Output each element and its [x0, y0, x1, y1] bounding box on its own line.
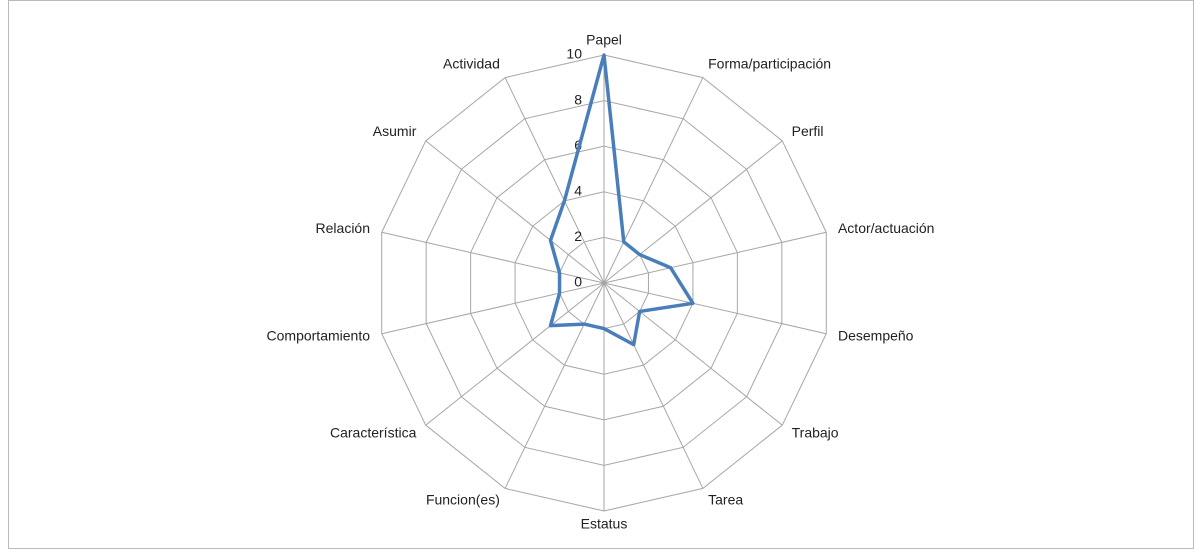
spoke	[603, 282, 783, 426]
spoke	[603, 282, 827, 335]
category-label: Relación	[316, 220, 370, 236]
tick-label: 0	[574, 274, 582, 290]
category-label: Estatus	[581, 516, 628, 532]
tick-label: 4	[574, 183, 582, 199]
series-line	[548, 53, 695, 347]
chart-border	[8, 0, 1194, 549]
category-label: Asumir	[373, 123, 417, 139]
spoke	[425, 282, 605, 426]
spoke	[381, 282, 605, 335]
category-label: Forma/participación	[708, 56, 831, 72]
category-label: Desempeño	[838, 328, 914, 344]
category-label: Papel	[586, 32, 622, 48]
category-label: Comportamiento	[267, 328, 371, 344]
tick-label: 8	[574, 91, 582, 107]
tick-label: 2	[574, 228, 582, 244]
category-label: Actividad	[443, 56, 500, 72]
spoke	[603, 231, 827, 284]
category-label: Tarea	[708, 492, 743, 508]
spoke	[381, 231, 605, 284]
category-label: Funcion(es)	[426, 492, 500, 508]
spoke	[504, 77, 605, 284]
spoke	[425, 140, 605, 284]
spoke	[603, 282, 704, 489]
spoke	[603, 140, 783, 284]
category-label: Actor/actuación	[838, 220, 935, 236]
category-label: Característica	[330, 425, 417, 441]
spoke	[504, 282, 605, 489]
spoke	[603, 77, 704, 284]
category-label: Trabajo	[792, 425, 839, 441]
category-label: Perfil	[792, 123, 824, 139]
tick-label: 10	[566, 46, 582, 62]
